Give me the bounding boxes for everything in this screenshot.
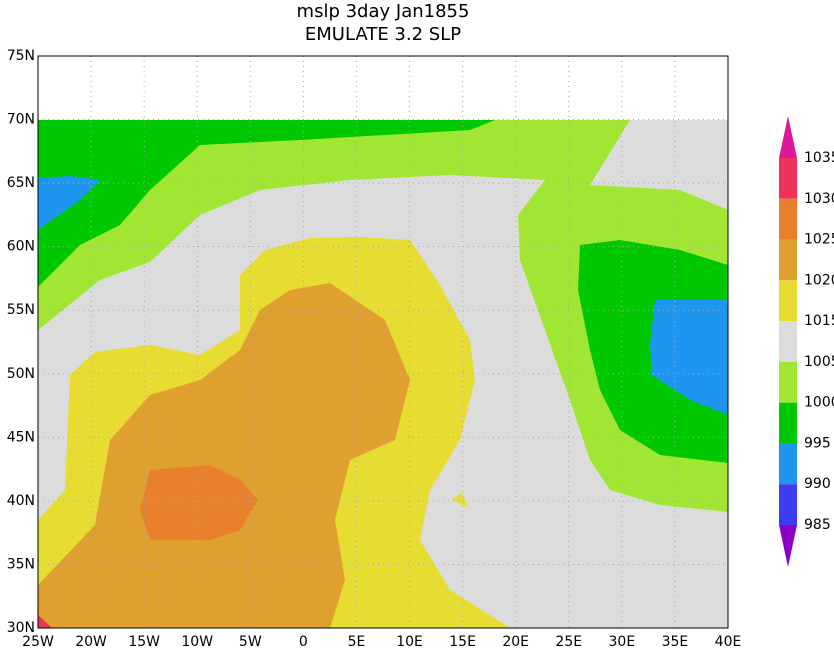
lon-label: 10E	[396, 634, 423, 650]
colorbar-box	[779, 361, 797, 403]
lat-label: 45N	[7, 429, 35, 445]
field-green	[38, 120, 495, 287]
lat-label: 50N	[7, 366, 35, 382]
lat-label: 60N	[7, 239, 35, 255]
colorbar-box	[779, 239, 797, 281]
field-light-green	[38, 120, 728, 512]
grid: 25W 20W 15W 10W 5W 0 5E 10E 15E 20E 25E 30E 35E 40E 75…	[7, 48, 742, 650]
colorbar-box	[779, 321, 797, 362]
lon-label: 35E	[662, 634, 689, 650]
colorbar-label: 1020	[804, 272, 834, 288]
colorbar-label: 1035	[804, 150, 834, 166]
lon-label: 10W	[181, 634, 213, 650]
lon-label: 25W	[22, 634, 54, 650]
lat-label: 65N	[7, 175, 35, 191]
field-blue	[650, 300, 728, 415]
lon-label: 0	[299, 634, 308, 650]
colorbar-label: 985	[804, 517, 831, 533]
colorbar-triangle	[779, 116, 797, 158]
lon-label: 30E	[609, 634, 636, 650]
colorbar-label: 1005	[804, 354, 834, 370]
colorbar-label: 1025	[804, 232, 834, 248]
lat-label: 55N	[7, 302, 35, 318]
colorbar-box	[779, 484, 797, 525]
colorbar: 1035 1030 1025 1020 1015 1005 1000 995 990 985	[779, 116, 834, 567]
colorbar-box	[779, 158, 797, 199]
lat-label: 70N	[7, 112, 35, 128]
colorbar-box	[779, 402, 797, 444]
lon-label: 5E	[348, 634, 366, 650]
colorbar-label: 990	[804, 476, 831, 492]
colorbar-label: 1000	[804, 395, 834, 411]
field-yellow	[452, 492, 468, 508]
field-gold	[38, 283, 410, 628]
subtitle: EMULATE 3.2 SLP	[305, 24, 461, 45]
field-orange	[140, 465, 258, 540]
lat-label: 75N	[7, 48, 35, 64]
colorbar-label: 995	[804, 435, 831, 451]
colorbar-label: 1030	[804, 191, 834, 207]
field-red	[38, 615, 52, 628]
title: mslp 3day Jan1855	[297, 1, 470, 22]
map-frame	[37, 55, 729, 629]
colorbar-box	[779, 198, 797, 240]
lon-label: 20E	[502, 634, 529, 650]
lon-label: 5W	[239, 634, 262, 650]
lon-label: 15W	[128, 634, 160, 650]
lat-label: 40N	[7, 493, 35, 509]
colorbar-box	[779, 280, 797, 322]
lon-label: 15E	[449, 634, 476, 650]
lon-label: 25E	[555, 634, 582, 650]
colorbar-box	[779, 443, 797, 485]
lon-label: 40E	[715, 634, 742, 650]
lat-label: 30N	[7, 620, 35, 636]
colorbar-label: 1015	[804, 313, 834, 329]
field-blue	[38, 176, 100, 230]
colorbar-triangle	[779, 525, 797, 567]
lon-label: 20W	[75, 634, 107, 650]
lat-label: 35N	[7, 556, 35, 572]
